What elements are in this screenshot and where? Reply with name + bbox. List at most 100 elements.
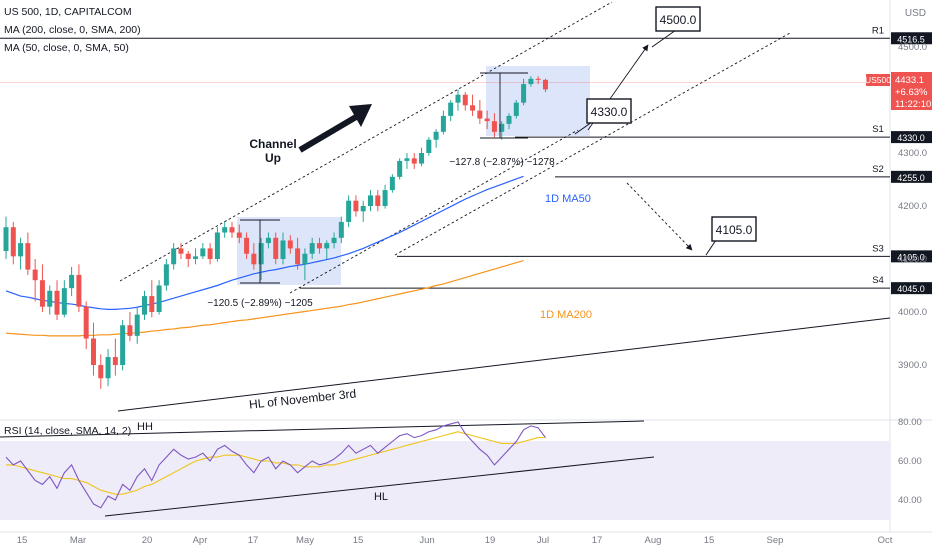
candle-body (521, 84, 527, 103)
candle (338, 216, 344, 244)
last-price-countdown: 11:22:10 (895, 99, 931, 110)
candle (426, 137, 432, 156)
candle-body (47, 290, 53, 307)
last-price-symbol: US500 (865, 75, 891, 85)
candle-body (470, 105, 476, 111)
last-price-value: 4433.1 (895, 75, 924, 86)
candle (229, 221, 235, 238)
candle (316, 237, 322, 254)
level-price-text: 4516.5 (897, 34, 925, 44)
candle (156, 280, 162, 315)
candle-body (462, 94, 468, 106)
time-tick-label: Sep (767, 535, 784, 546)
rsi-line (5, 421, 546, 509)
candle-body (83, 306, 89, 339)
candle (375, 190, 381, 212)
target-4330-callout[interactable]: 4330.0 (574, 98, 632, 135)
candle (324, 240, 330, 259)
candle (499, 121, 505, 140)
candle (32, 259, 38, 302)
level-price-text: 4330.0 (897, 133, 925, 143)
candle-body (251, 253, 257, 265)
candle-body (69, 274, 75, 289)
support-resistance-levels: R1 4516.5 S1 4330.0 S2 4255.0 S3 4105.0 S4 4045.0 (0, 25, 932, 295)
candle (433, 129, 439, 148)
candle (411, 153, 417, 169)
candle-body (506, 115, 512, 124)
target-4500-callout[interactable]: 4500.0 (651, 6, 701, 48)
candle-body (484, 118, 490, 122)
candle-body (499, 123, 505, 132)
last-price-badge: US500 4433.1 +6.63% 11:22:10 (865, 72, 932, 110)
ma50-line (5, 175, 524, 310)
candle (236, 224, 242, 244)
candle-body (105, 357, 111, 379)
time-tick-label: Apr (193, 535, 208, 546)
candle-body (178, 248, 184, 254)
candle-body (513, 102, 519, 116)
level-price-badge (891, 282, 932, 295)
rsi-signal-line (6, 431, 546, 495)
price-tick-label: 3900.0 (898, 360, 927, 371)
candle (542, 78, 548, 93)
level-tag: S4 (872, 275, 884, 286)
candle-body (171, 248, 177, 265)
candle (149, 280, 155, 318)
target-4105-label: 4105.0 (716, 223, 753, 237)
rsi-tick-label: 80.00 (898, 417, 922, 428)
symbol-legend[interactable]: US 500, 1D, CAPITALCOM (4, 6, 132, 18)
candle-body (61, 288, 67, 315)
candle-body (10, 227, 16, 257)
candle (382, 184, 388, 209)
time-tick-label: Jul (537, 535, 549, 546)
candle (448, 100, 454, 122)
time-tick-label: 15 (353, 535, 364, 546)
candle (90, 322, 96, 376)
candle (39, 264, 45, 312)
rsi-axis[interactable]: 40.00 60.00 80.00 (898, 417, 922, 506)
candle (127, 312, 133, 342)
candle-body (207, 248, 213, 259)
ma200-legend[interactable]: MA (200, close, 0, SMA, 200) (4, 24, 141, 36)
candle (258, 237, 264, 281)
level-price-badge (891, 170, 932, 183)
candle (185, 251, 191, 267)
candle (120, 319, 126, 371)
time-axis[interactable]: 15 Mar 20 Apr 17 May 15 Jun 19 Jul 17 Aug 15 Sep Oct (17, 535, 893, 546)
candle-body (411, 158, 417, 164)
candle (83, 301, 89, 350)
candle (528, 76, 534, 87)
candle-body (273, 237, 279, 259)
range-measure-b (480, 72, 528, 139)
candle (25, 232, 31, 275)
rsi-lower-trend (104, 456, 655, 517)
candle (419, 147, 425, 167)
candle-body (440, 115, 446, 132)
candle-body (287, 240, 293, 249)
candle-body (149, 296, 155, 312)
candle (47, 285, 53, 315)
candle-body (375, 195, 381, 206)
rsi-legend[interactable]: RSI (14, close, SMA, 14, 2) (4, 425, 132, 437)
candle (287, 235, 293, 254)
candle-body (265, 237, 271, 244)
candle (244, 232, 250, 259)
candle (346, 195, 352, 228)
candle (207, 243, 213, 265)
candle-body (185, 253, 191, 259)
candle (265, 232, 271, 249)
candle (331, 232, 337, 249)
candle-body (491, 121, 497, 132)
candle (251, 243, 257, 270)
ma50-legend[interactable]: MA (50, close, 0, SMA, 50) (4, 42, 129, 54)
candle (54, 280, 60, 320)
time-tick-label: 17 (248, 535, 259, 546)
price-tick-label: 4300.0 (898, 148, 927, 159)
candle-body (309, 243, 315, 254)
candle-body (193, 256, 199, 259)
candle (455, 89, 461, 111)
rsi-hl-label: HL (374, 491, 388, 503)
candle-body (112, 357, 118, 365)
target-4105-callout[interactable]: 4105.0 (705, 216, 757, 256)
